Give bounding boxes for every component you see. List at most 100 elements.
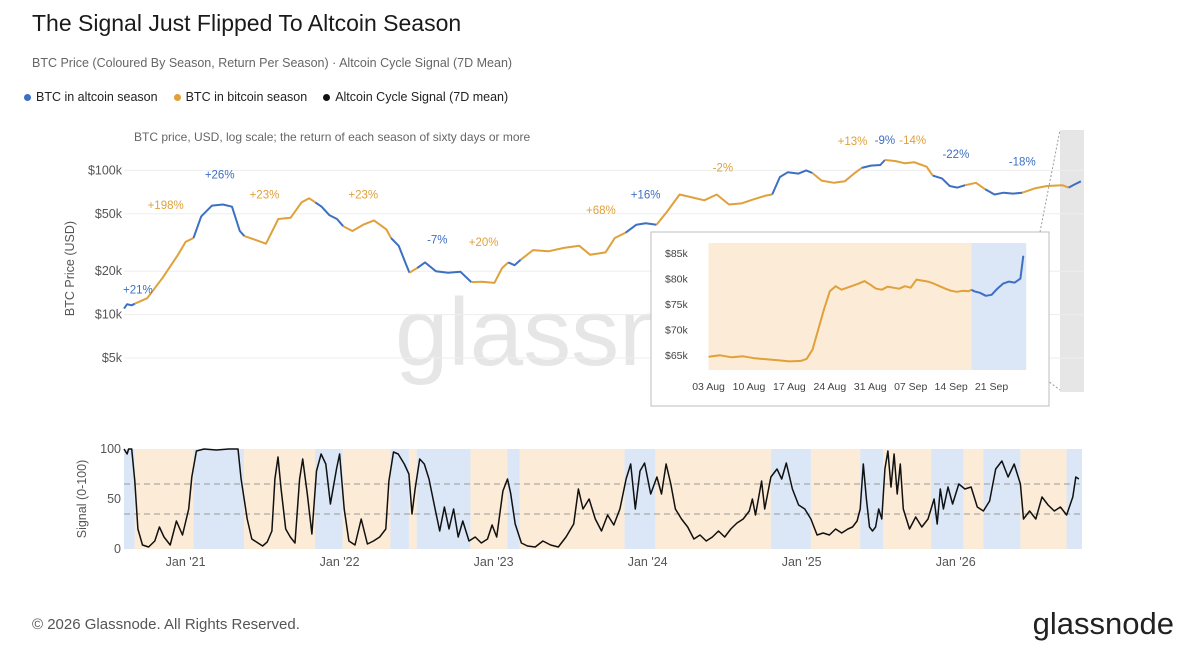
- zoom-connector-line: [1039, 129, 1061, 233]
- x-tick-label: 07 Sep: [894, 381, 927, 393]
- y-tick-label: 0: [114, 542, 121, 556]
- x-tick-label: 21 Sep: [975, 381, 1008, 393]
- bitcoin-season-band: [655, 449, 771, 549]
- altcoin-season-band: [416, 449, 471, 549]
- x-tick-label: 24 Aug: [813, 381, 846, 393]
- bitcoin-season-band: [963, 449, 984, 549]
- bitcoin-season-band: [408, 449, 417, 549]
- price-line-bitcoin-season: [884, 159, 934, 177]
- price-line-bitcoin-season: [1021, 184, 1069, 194]
- legend-label: BTC in bitcoin season: [185, 90, 308, 104]
- y-tick-label: $75k: [665, 299, 689, 311]
- x-tick-label: 14 Sep: [934, 381, 967, 393]
- price-line-bitcoin-season: [244, 197, 316, 245]
- legend: BTC in altcoin season BTC in bitcoin sea…: [24, 90, 508, 104]
- x-tick-label: Jan '21: [166, 555, 206, 569]
- brand-logo: glassnode: [1032, 606, 1174, 641]
- season-return-label: +13%: [838, 136, 868, 148]
- signal-chart: 0 50 100 Signal (0-100) Jan '21 Jan '22 Jan '2…: [75, 442, 1082, 569]
- price-line-altcoin-season: [861, 159, 886, 169]
- y-tick-label: $20k: [95, 264, 123, 278]
- price-line-altcoin-season: [123, 302, 136, 310]
- legend-label: BTC in altcoin season: [36, 90, 158, 104]
- legend-item-bitcoin-season[interactable]: BTC in bitcoin season: [173, 90, 308, 104]
- y-axis-label: Signal (0-100): [75, 460, 89, 539]
- price-line-altcoin-season: [390, 237, 411, 274]
- price-line-bitcoin-season: [811, 167, 863, 184]
- season-return-label: +23%: [348, 189, 378, 201]
- season-return-label: +68%: [586, 205, 616, 217]
- inset-chart: $65k $70k $75k $80k $85k 03 Aug 10 Aug 17 Aug 24…: [650, 129, 1061, 407]
- shaded-future-region: [1060, 130, 1084, 392]
- y-tick-label: $70k: [665, 324, 689, 336]
- x-tick-label: Jan '26: [936, 555, 976, 569]
- season-return-label: +20%: [469, 237, 499, 249]
- season-return-label: -7%: [427, 235, 447, 247]
- season-return-label: -9%: [875, 135, 895, 147]
- legend-dot-icon: [24, 93, 31, 101]
- legend-dot-icon: [173, 93, 181, 101]
- x-tick-label: 17 Aug: [773, 381, 806, 393]
- altcoin-season-band: [624, 449, 656, 549]
- x-tick-label: Jan '24: [628, 555, 668, 569]
- price-line-bitcoin-season: [408, 267, 418, 274]
- season-return-label: -18%: [1009, 157, 1036, 169]
- season-return-label: +26%: [205, 169, 235, 181]
- bitcoin-season-band: [342, 449, 391, 549]
- season-return-label: -14%: [899, 135, 926, 147]
- chart-title: The Signal Just Flipped To Altcoin Seaso…: [32, 10, 462, 36]
- y-tick-label: $80k: [665, 274, 689, 286]
- price-line-altcoin-season: [192, 203, 246, 239]
- x-tick-label: 03 Aug: [692, 381, 725, 393]
- altcoin-season-band: [1066, 449, 1082, 549]
- season-return-label: +198%: [148, 200, 184, 212]
- x-tick-label: 31 Aug: [854, 381, 887, 393]
- altcoin-season-band: [507, 449, 520, 549]
- bitcoin-season-band: [708, 243, 972, 370]
- y-tick-label: 100: [100, 442, 121, 456]
- altcoin-season-band: [860, 449, 884, 549]
- price-line-altcoin-season: [771, 169, 813, 195]
- inset-line-bitcoin-season: [708, 278, 972, 363]
- season-return-label: +21%: [123, 285, 153, 297]
- price-line-bitcoin-season: [520, 231, 627, 261]
- altcoin-season-band: [193, 449, 245, 549]
- bitcoin-season-band: [519, 449, 625, 549]
- y-tick-label: $85k: [665, 248, 689, 260]
- chart-subtitle: BTC Price (Coloured By Season, Return Pe…: [32, 56, 513, 70]
- price-line-altcoin-season: [507, 259, 522, 267]
- altcoin-season-band: [124, 449, 135, 549]
- y-tick-label: $65k: [665, 350, 689, 362]
- season-return-label: +23%: [250, 189, 280, 201]
- y-tick-label: $50k: [95, 207, 123, 221]
- altcoin-season-band: [931, 449, 964, 549]
- x-tick-label: Jan '25: [782, 555, 822, 569]
- price-line-bitcoin-season: [134, 237, 194, 305]
- y-tick-label: $100k: [88, 163, 123, 177]
- price-line-altcoin-season: [1068, 180, 1082, 189]
- price-line-altcoin-season: [314, 201, 344, 227]
- legend-dot-icon: [323, 93, 331, 101]
- y-tick-label: 50: [107, 492, 121, 506]
- altcoin-season-band: [971, 243, 1027, 370]
- season-return-label: -22%: [942, 149, 969, 161]
- bitcoin-season-band: [810, 449, 861, 549]
- legend-item-altcoin-season[interactable]: BTC in altcoin season: [24, 90, 158, 104]
- price-line-altcoin-season: [625, 222, 657, 234]
- price-line-altcoin-season: [416, 261, 472, 283]
- season-return-label: +16%: [631, 189, 661, 201]
- altcoin-season-band: [314, 449, 343, 549]
- x-tick-label: Jan '22: [320, 555, 360, 569]
- price-line-altcoin-season: [932, 174, 966, 189]
- legend-item-altcoin-cycle-signal[interactable]: Altcoin Cycle Signal (7D mean): [323, 90, 508, 104]
- season-return-label: -2%: [713, 163, 733, 175]
- price-line-bitcoin-season: [655, 193, 773, 226]
- price-line-bitcoin-season: [471, 261, 509, 284]
- bitcoin-season-band: [134, 449, 194, 549]
- y-tick-label: $10k: [95, 308, 123, 322]
- chart-annotation: BTC price, USD, log scale; the return of…: [134, 130, 530, 144]
- signal-line: [123, 448, 1080, 548]
- legend-label: Altcoin Cycle Signal (7D mean): [335, 90, 509, 104]
- bitcoin-season-band: [883, 449, 932, 549]
